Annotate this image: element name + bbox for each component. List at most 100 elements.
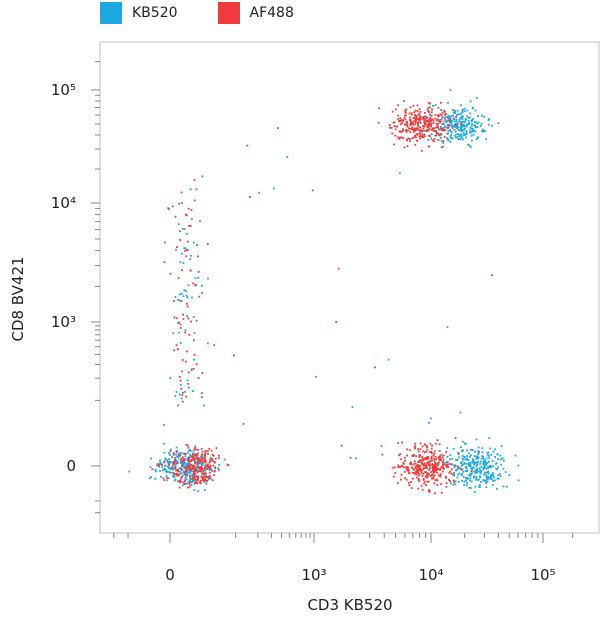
data-point	[201, 450, 204, 453]
data-point	[159, 462, 162, 465]
data-point	[197, 255, 199, 258]
data-point	[432, 121, 435, 124]
data-point	[205, 476, 207, 479]
data-point	[431, 444, 433, 447]
data-point	[433, 450, 436, 453]
data-point	[440, 466, 443, 468]
data-point	[211, 459, 214, 462]
data-point	[415, 473, 418, 476]
data-point	[423, 135, 426, 138]
data-point	[190, 468, 193, 471]
data-point	[193, 469, 196, 472]
data-point	[422, 129, 425, 132]
data-point	[188, 386, 190, 389]
data-point	[187, 284, 190, 287]
data-point	[399, 453, 402, 456]
data-point	[429, 135, 431, 138]
data-point	[183, 472, 186, 475]
data-point	[197, 475, 199, 477]
data-point	[423, 462, 426, 465]
data-point	[340, 444, 343, 447]
data-point	[198, 461, 201, 464]
data-point	[465, 470, 468, 473]
data-point	[497, 458, 499, 460]
data-point	[469, 116, 471, 119]
data-point	[471, 128, 474, 131]
data-point	[185, 395, 188, 398]
data-point	[418, 480, 421, 482]
data-point	[450, 115, 453, 118]
data-point	[427, 124, 430, 127]
data-point	[442, 466, 444, 469]
data-point	[411, 126, 414, 129]
data-point	[427, 101, 430, 104]
data-point	[426, 116, 429, 119]
data-point	[179, 323, 182, 326]
data-point	[210, 449, 213, 452]
data-point	[452, 109, 454, 111]
data-point	[163, 460, 166, 463]
data-point	[397, 466, 400, 469]
data-point	[451, 125, 453, 128]
data-point	[399, 117, 402, 120]
data-point	[437, 468, 440, 470]
data-point	[315, 375, 317, 378]
data-point	[468, 144, 471, 147]
plot-frame	[99, 41, 600, 534]
data-point	[431, 128, 434, 131]
data-point	[391, 132, 394, 135]
data-point	[416, 114, 418, 117]
data-point	[458, 120, 461, 123]
data-point	[418, 467, 420, 470]
data-point	[431, 477, 434, 480]
data-point	[440, 113, 443, 116]
data-point	[174, 461, 177, 463]
data-point	[408, 484, 411, 487]
data-point	[399, 119, 402, 122]
data-point	[463, 110, 466, 113]
data-point	[465, 479, 467, 482]
data-point	[419, 137, 422, 140]
data-point	[469, 100, 472, 103]
data-point	[487, 455, 490, 457]
data-point	[197, 456, 200, 459]
data-point	[460, 121, 463, 124]
data-point	[166, 465, 169, 468]
data-point	[472, 118, 474, 120]
data-point	[423, 482, 425, 485]
data-point	[335, 321, 338, 323]
data-point	[187, 465, 190, 468]
data-point	[192, 449, 195, 452]
data-point	[197, 377, 200, 379]
data-point	[434, 470, 437, 472]
data-point	[410, 463, 413, 466]
data-point	[440, 146, 443, 149]
data-point	[181, 400, 184, 403]
data-point	[465, 132, 468, 135]
data-point	[176, 246, 178, 248]
data-point	[194, 479, 197, 481]
data-point	[246, 144, 249, 147]
data-point	[474, 472, 477, 474]
data-point	[204, 451, 207, 454]
data-point	[466, 477, 468, 479]
data-point	[180, 191, 183, 194]
data-point	[482, 468, 485, 471]
data-point	[432, 472, 435, 474]
data-point	[473, 130, 475, 133]
data-point	[198, 481, 201, 484]
data-point	[429, 116, 432, 119]
data-point	[440, 133, 443, 136]
data-point	[184, 455, 187, 457]
data-point	[414, 143, 417, 146]
data-point	[196, 454, 198, 457]
data-point	[311, 189, 314, 192]
data-point	[159, 459, 161, 462]
data-point	[410, 112, 413, 114]
data-point	[399, 130, 401, 133]
data-point	[491, 274, 493, 277]
data-point	[466, 449, 468, 452]
data-point	[414, 120, 417, 122]
data-point	[182, 459, 185, 462]
